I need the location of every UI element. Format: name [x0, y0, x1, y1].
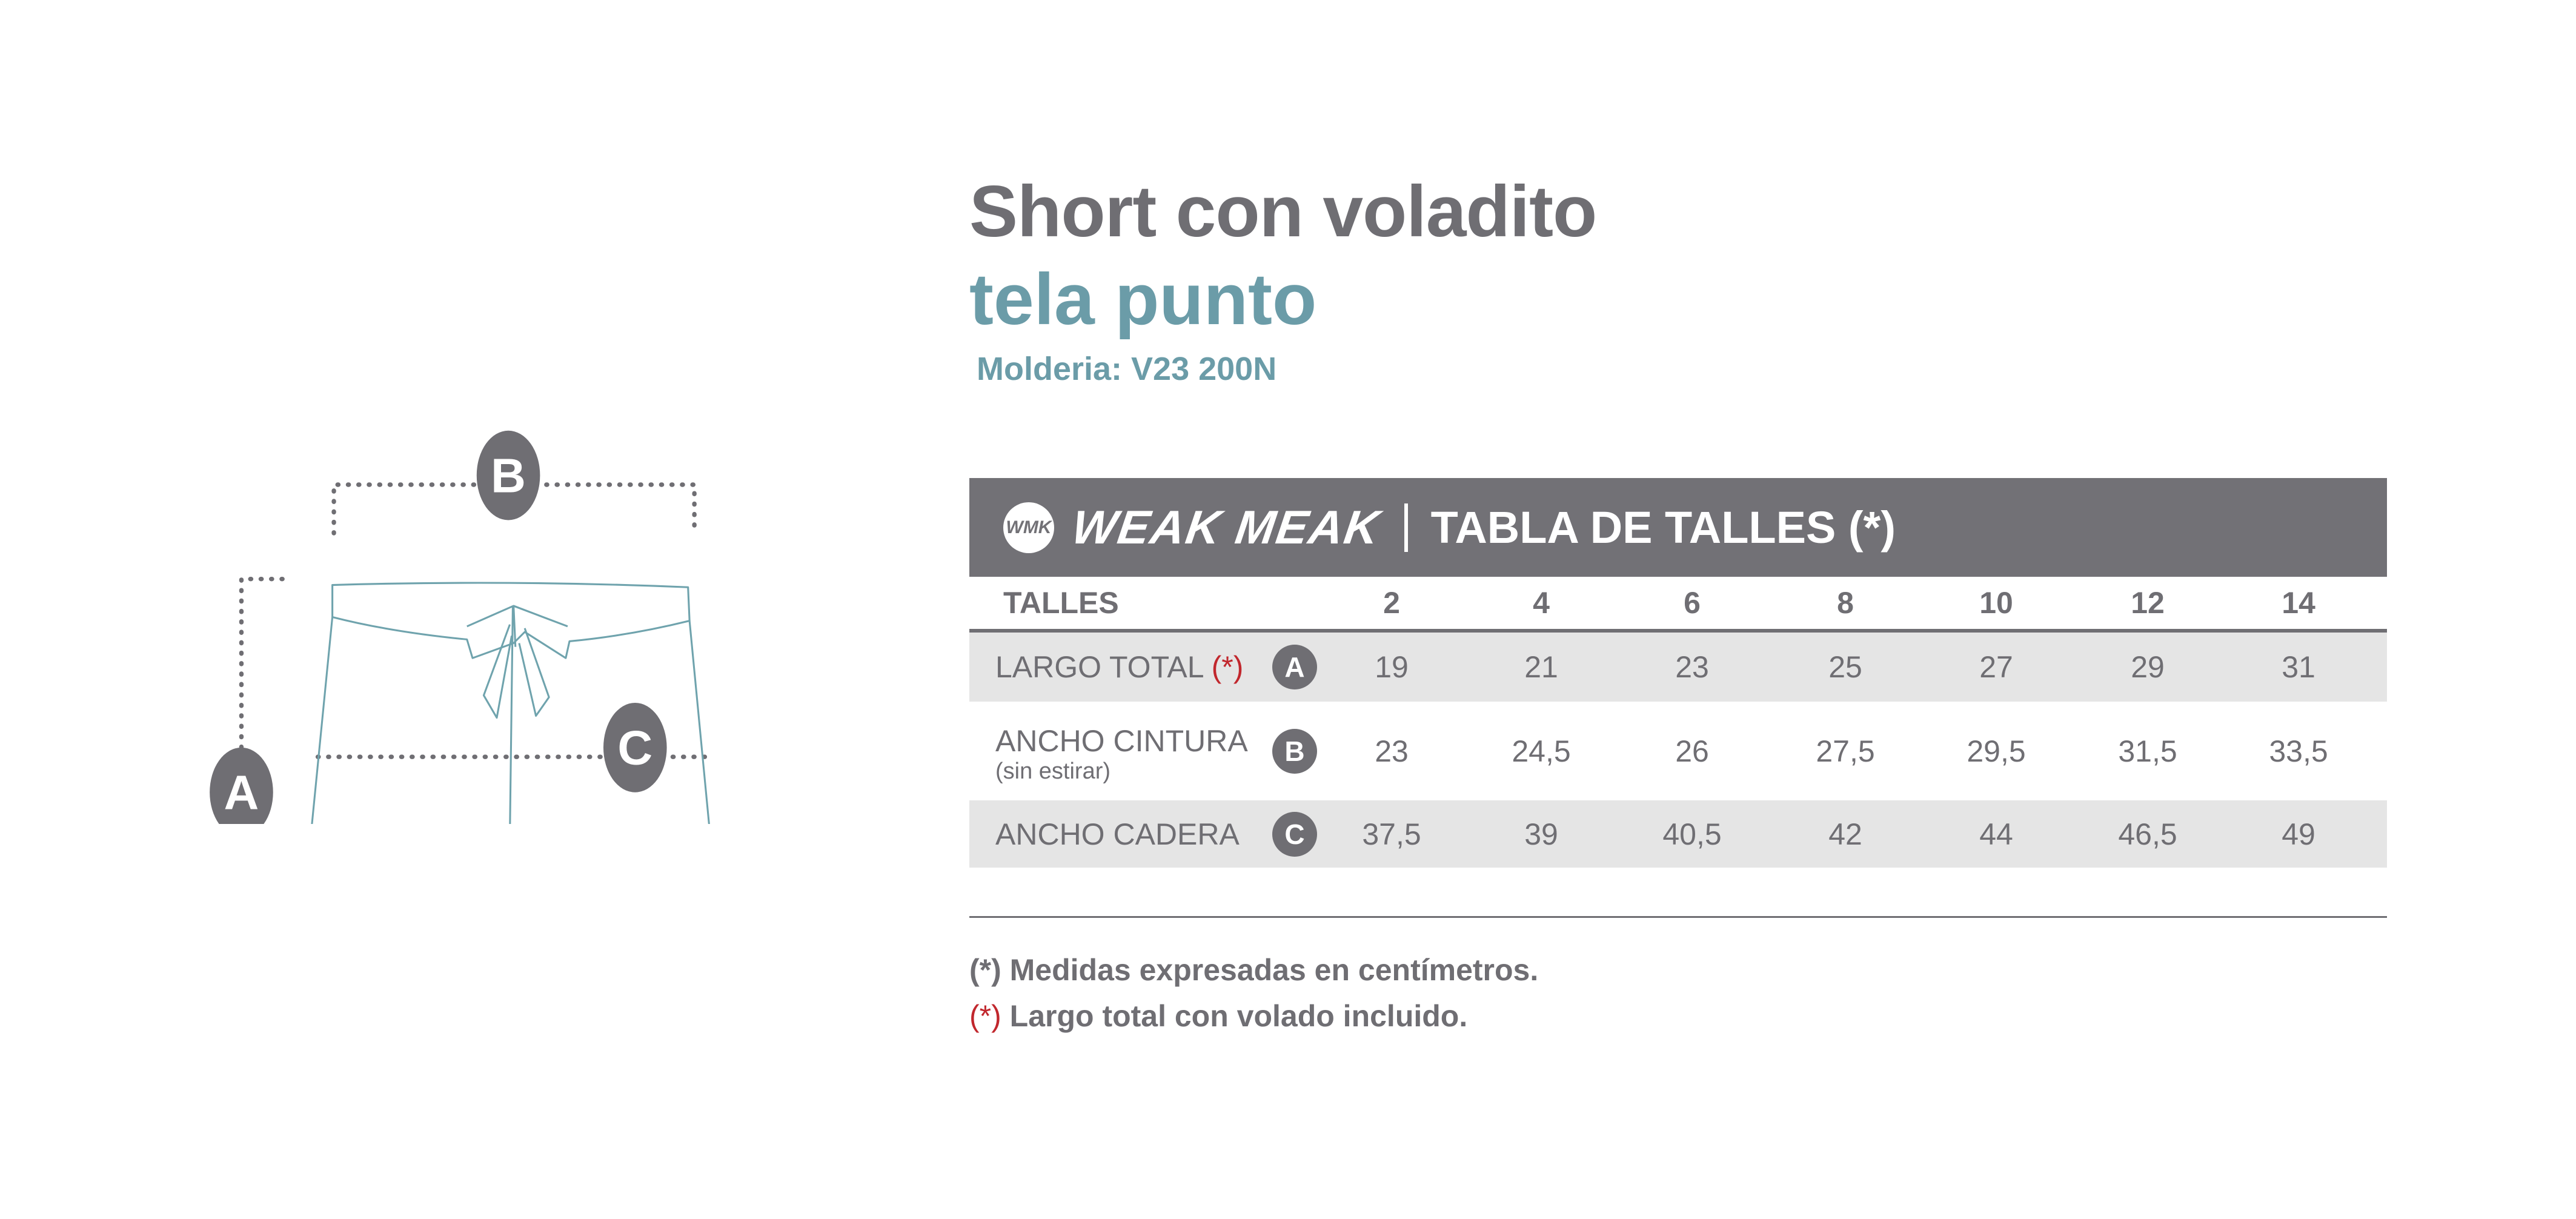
row-label-text: LARGO TOTAL [995, 650, 1203, 684]
shorts-outline [311, 582, 710, 824]
table-row: ANCHO CADERA C 37,5 39 40,5 42 44 46,5 4… [969, 800, 2387, 868]
svg-text:B: B [491, 448, 526, 502]
size-col: 4 [1533, 586, 1550, 620]
size-col: 2 [1383, 586, 1400, 620]
footnote-text: Largo total con volado incluido. [1001, 999, 1468, 1033]
size-table-header: WMK WEAK MEAK TABLA DE TALLES (*) [969, 478, 2387, 577]
value-cell: 26 [1675, 734, 1709, 768]
value-cell: 33,5 [2269, 734, 2328, 768]
badge-c: C [1272, 811, 1317, 857]
size-col: 10 [1979, 586, 2013, 620]
product-subtitle: tela punto [969, 259, 1317, 340]
size-col: 8 [1837, 586, 1854, 620]
divider [1404, 503, 1408, 552]
product-title: Short con voladito [969, 171, 1597, 252]
table-bottom-divider [969, 916, 2387, 918]
pattern-code: Molderia: V23 200N [977, 351, 1277, 387]
brand-name: WEAK MEAK [1068, 500, 1384, 554]
size-col: 6 [1684, 586, 1701, 620]
row-label: ANCHO CINTURA [995, 724, 1248, 758]
brand-logo: WMK [1003, 502, 1054, 553]
row-label: LARGO TOTAL (*) [995, 649, 1243, 685]
footnote-text: Medidas expresadas en centímetros. [1001, 953, 1539, 987]
asterisk-mark: (*) [1211, 650, 1244, 684]
talles-label: TALLES [1003, 586, 1119, 620]
value-cell: 25 [1828, 650, 1862, 684]
value-cell: 23 [1375, 734, 1409, 768]
value-cell: 21 [1524, 650, 1558, 684]
value-cell: 49 [2282, 817, 2315, 851]
badge-b: B [1272, 728, 1317, 774]
size-col: 12 [2131, 586, 2165, 620]
badge-b-marker: B [476, 430, 540, 520]
footnote-length: (*) Largo total con volado incluido. [969, 998, 1467, 1034]
row-label: ANCHO CADERA [995, 817, 1240, 851]
value-cell: 29 [2131, 650, 2165, 684]
value-cell: 31,5 [2118, 734, 2177, 768]
value-cell: 42 [1828, 817, 1862, 851]
size-header-row: TALLES 2 4 6 8 10 12 14 [969, 577, 2387, 629]
footnote-mark: (*) [969, 953, 1001, 987]
header-divider [969, 629, 2387, 633]
table-row: LARGO TOTAL (*) A 19 21 23 25 27 29 31 [969, 633, 2387, 702]
table-row: ANCHO CINTURA (sin estirar) B 23 24,5 26… [969, 702, 2387, 800]
value-cell: 19 [1375, 650, 1409, 684]
value-cell: 29,5 [1967, 734, 2026, 768]
badge-a-marker: A [210, 747, 273, 824]
footnote-mark: (*) [969, 999, 1001, 1033]
shorts-measurement-diagram: B A C [210, 430, 710, 824]
value-cell: 37,5 [1362, 817, 1421, 851]
value-cell: 40,5 [1662, 817, 1722, 851]
value-cell: 39 [1524, 817, 1558, 851]
value-cell: 46,5 [2118, 817, 2177, 851]
value-cell: 23 [1675, 650, 1709, 684]
svg-text:C: C [617, 721, 652, 775]
value-cell: 31 [2282, 650, 2315, 684]
value-cell: 27 [1979, 650, 2013, 684]
value-cell: 27,5 [1816, 734, 1875, 768]
svg-text:A: A [224, 765, 259, 819]
badge-c-marker: C [603, 703, 667, 792]
table-title: TABLA DE TALLES (*) [1430, 502, 1896, 553]
value-cell: 24,5 [1512, 734, 1571, 768]
guide-a [239, 577, 285, 824]
row-note: (sin estirar) [995, 759, 1111, 784]
footnote-units: (*) Medidas expresadas en centímetros. [969, 952, 1538, 988]
badge-a: A [1272, 645, 1317, 689]
size-col: 14 [2282, 586, 2315, 620]
value-cell: 44 [1979, 817, 2013, 851]
